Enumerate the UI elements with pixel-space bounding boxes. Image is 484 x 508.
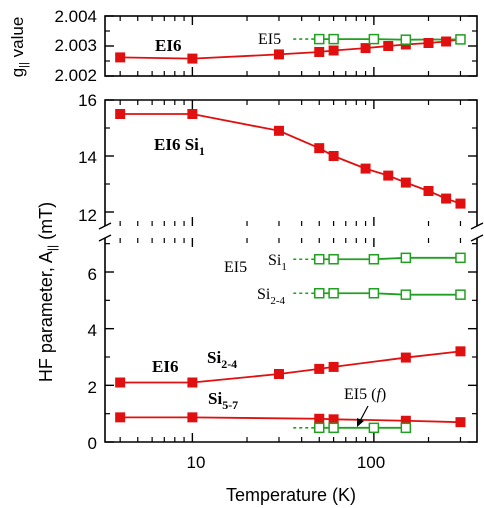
hf-point-ei6-si1: [115, 109, 126, 119]
g-point-ei6: [360, 43, 371, 54]
hf-ytick-label: 16: [78, 91, 97, 110]
hf-point-ei6-si1: [360, 163, 371, 174]
hf-point-ei6-si2-4: [314, 363, 325, 374]
hf-point-ei6-si1: [441, 193, 452, 204]
annotation-ei5-si24: Si2-4: [257, 286, 286, 307]
hf-point-ei5-si2-4: [400, 289, 412, 300]
hf-point-ei5-f: [368, 422, 380, 434]
g-point-ei6: [273, 49, 284, 60]
hf-series-line-ei6-si1: [120, 113, 461, 205]
annotation-ei6-si1: EI6 Si1: [154, 135, 205, 158]
annotation-ei6-si24-name: EI6: [152, 357, 178, 376]
x-axis-label: Temperature (K): [226, 485, 356, 505]
series-markers: [115, 33, 466, 434]
axis-break-right: [470, 222, 484, 242]
x-tick-label: 100: [357, 453, 385, 472]
hf-series-line-ei5-si1: [319, 256, 461, 261]
hf-point-ei6-si2-4: [400, 352, 411, 363]
hf-point-ei5-f: [313, 422, 325, 434]
annotation-ei5-si1-name: EI5: [224, 259, 247, 276]
g-point-ei5: [455, 34, 466, 45]
g-ytick-label: 2.004: [54, 7, 97, 26]
hf-point-ei6-si2-4: [115, 377, 126, 388]
hf-point-ei6-si5-7: [328, 414, 339, 425]
axis-break-left: [98, 222, 112, 242]
hf-point-ei6-si2-4: [328, 361, 339, 372]
hf-point-ei5-f: [328, 422, 339, 434]
g-point-ei6: [115, 52, 126, 63]
g-point-ei5: [328, 33, 339, 45]
hf-point-ei6-si1: [273, 125, 284, 136]
g-point-ei5: [313, 33, 325, 45]
hf-point-ei5-si2-4: [368, 288, 380, 299]
hf-point-ei6-si1: [400, 177, 411, 188]
g-point-ei6: [383, 41, 394, 51]
g-point-ei6: [187, 53, 198, 64]
g-point-ei6: [441, 36, 452, 47]
g-ytick-label: 2.002: [54, 66, 97, 85]
annotation-ei5-si1: Si1: [268, 252, 287, 273]
annotation-ei6-si24: Si2-4: [207, 348, 237, 371]
annotation-g-ei5: EI5: [258, 31, 281, 48]
hf-point-ei6-si1: [455, 198, 466, 209]
hf-axis-label: HF parameter, A|| (mT): [36, 202, 59, 382]
hf-point-ei6-si5-7: [187, 412, 198, 423]
annotation-arrow: [357, 405, 369, 427]
hf-ytick-label: 4: [88, 321, 97, 340]
g-axis-label: g|| value: [8, 17, 30, 78]
annotation-si57: Si5-7: [208, 389, 238, 412]
x-tick-label: 10: [187, 453, 206, 472]
hf-point-ei5-si1: [455, 252, 466, 264]
hf-point-ei6-si2-4: [273, 369, 284, 380]
hf-ytick-label: 12: [78, 206, 97, 225]
hf-panel-frame: [104, 99, 478, 443]
hf-point-ei5-si1: [328, 254, 339, 265]
g-point-ei5: [368, 33, 380, 45]
hf-point-ei6-si5-7: [115, 412, 126, 423]
g-ytick-label: 2.003: [54, 36, 97, 55]
hf-series-line-ei5-si2-4: [319, 292, 461, 296]
hf-ytick-label: 6: [88, 265, 97, 284]
hf-ytick-label: 14: [78, 148, 97, 167]
hf-point-ei6-si2-4: [187, 377, 198, 388]
hf-point-ei5-si1: [313, 254, 325, 265]
hf-point-ei6-si1: [328, 151, 339, 161]
hf-point-ei6-si1: [383, 170, 394, 181]
g-series-line-ei5: [319, 38, 461, 41]
hf-point-ei6-si5-7: [400, 415, 411, 426]
hf-point-ei5-si1: [400, 252, 412, 264]
hf-point-ei6-si1: [187, 109, 198, 119]
hf-point-ei6-si1: [314, 143, 325, 154]
hf-point-ei5-f: [400, 422, 412, 434]
hf-point-ei5-si2-4: [328, 288, 339, 299]
hf-series-line-ei6-si5-7: [120, 416, 461, 424]
hf-ytick-label: 0: [88, 434, 97, 453]
g-point-ei6: [328, 45, 339, 56]
g-point-ei5: [400, 34, 412, 45]
hf-point-ei6-si5-7: [314, 413, 325, 424]
axis-ticks: [105, 15, 477, 443]
hf-point-ei6-si2-4: [455, 346, 466, 357]
hf-point-ei5-si2-4: [455, 289, 466, 300]
hf-point-ei6-si5-7: [455, 417, 466, 428]
g-point-ei6: [423, 38, 434, 48]
annotation-ei5-f: EI5 (f): [344, 386, 386, 403]
hf-point-ei5-si1: [368, 254, 380, 265]
hf-point-ei6-si1: [423, 186, 434, 196]
annotation-g-ei6: EI6: [155, 36, 181, 55]
g-point-ei6: [314, 47, 325, 57]
hf-point-ei5-si2-4: [313, 288, 325, 299]
hf-ytick-label: 2: [88, 378, 97, 397]
